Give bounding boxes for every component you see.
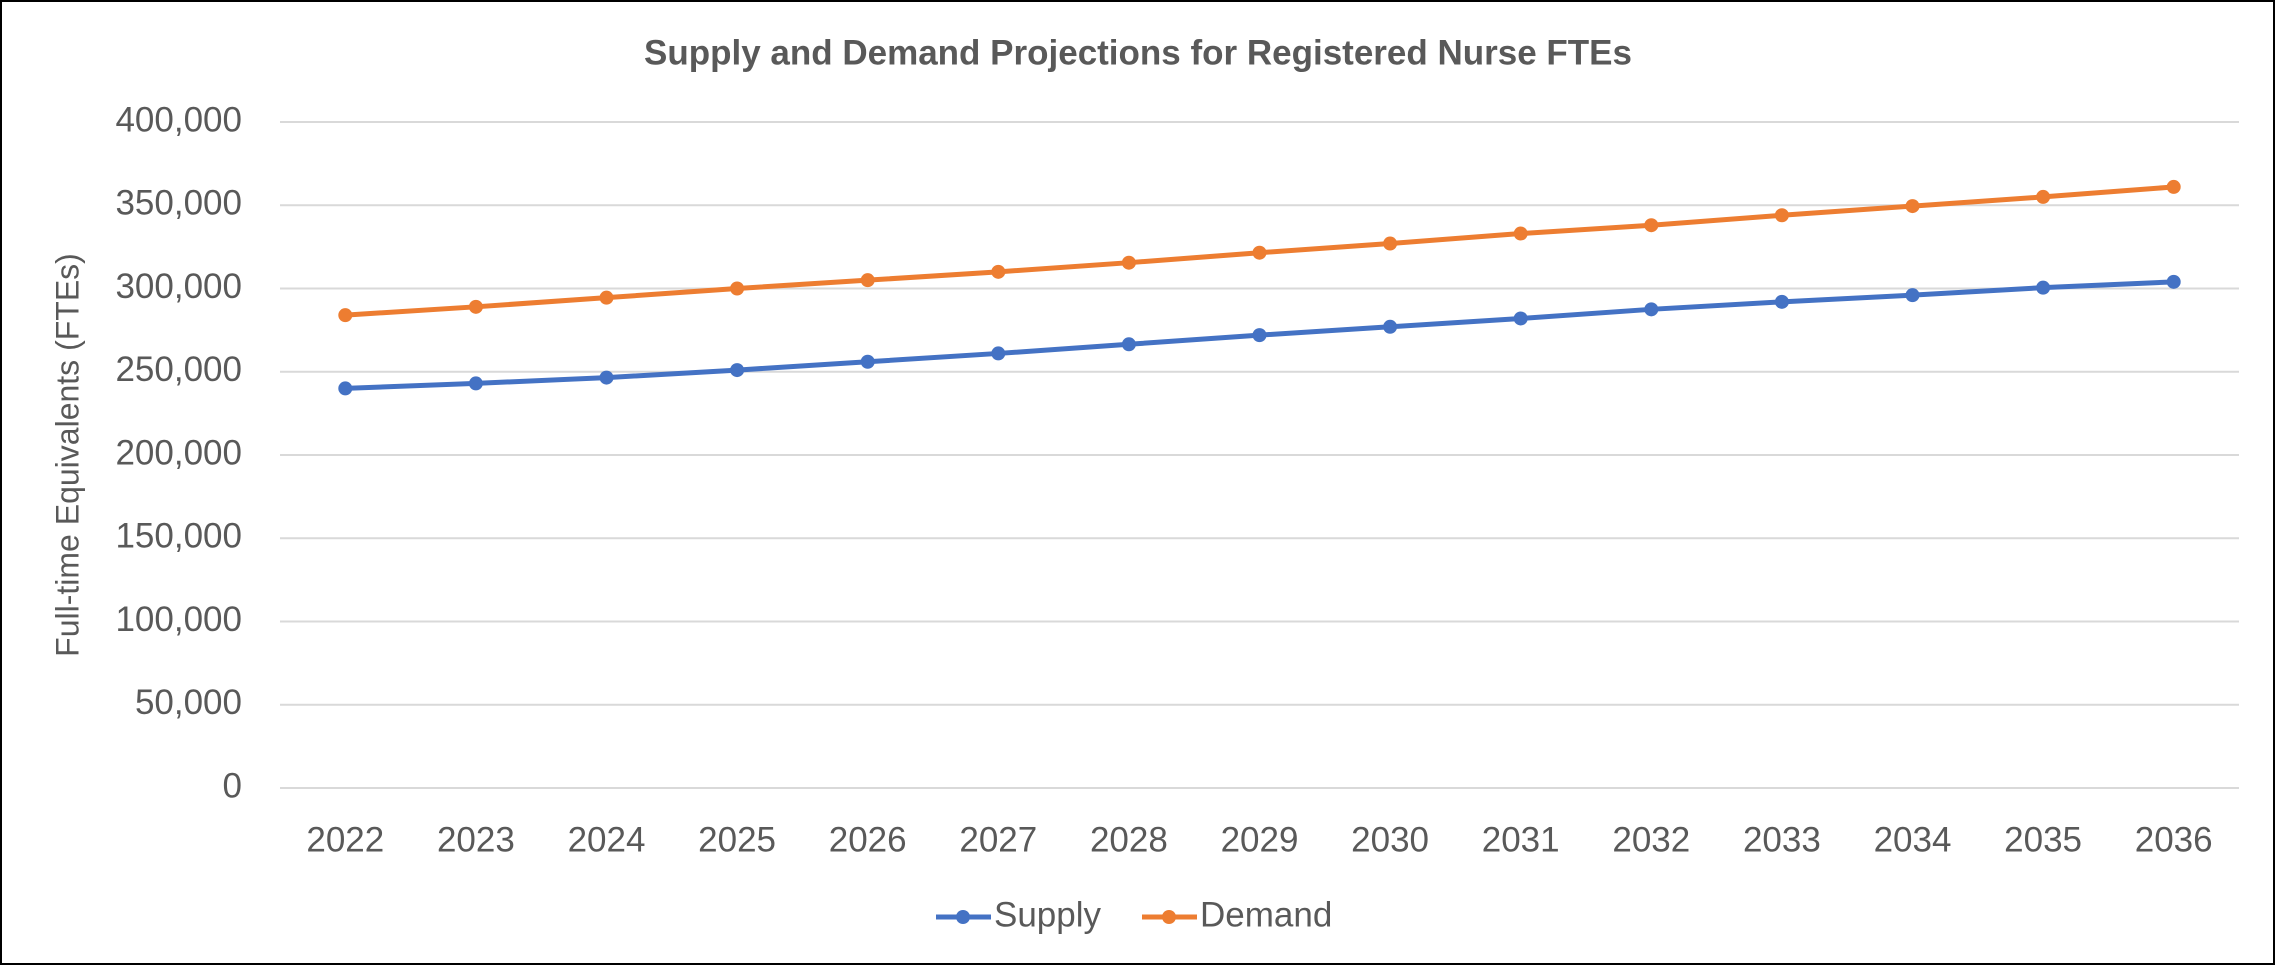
data-point: [2166, 179, 2181, 194]
data-point: [1383, 236, 1398, 251]
x-tick-label: 2022: [306, 820, 384, 859]
data-point: [2036, 189, 2051, 204]
data-point: [2036, 280, 2051, 295]
y-axis-title: Full-time Equivalents (FTEs): [49, 253, 85, 657]
data-point: [991, 346, 1006, 361]
chart-title: Supply and Demand Projections for Regist…: [644, 33, 1632, 72]
y-tick-label: 200,000: [115, 433, 242, 472]
y-tick-label: 50,000: [135, 683, 242, 722]
data-point: [860, 354, 875, 369]
data-point: [730, 281, 745, 296]
x-tick-label: 2031: [1482, 820, 1560, 859]
data-point: [1121, 337, 1136, 352]
legend-label: Demand: [1200, 895, 1332, 934]
data-point: [1905, 288, 1920, 303]
x-tick-label: 2033: [1743, 820, 1821, 859]
data-point: [338, 308, 353, 323]
data-point: [599, 290, 614, 305]
data-point: [1383, 319, 1398, 334]
data-point: [599, 370, 614, 385]
legend-marker: [956, 910, 970, 924]
data-point: [468, 299, 483, 314]
y-tick-label: 100,000: [115, 600, 242, 639]
data-point: [1644, 218, 1659, 233]
data-point: [860, 273, 875, 288]
data-point: [1905, 199, 1920, 214]
x-tick-label: 2029: [1221, 820, 1299, 859]
data-point: [338, 381, 353, 396]
data-point: [1644, 302, 1659, 317]
x-tick-label: 2026: [829, 820, 907, 859]
x-tick-label: 2024: [568, 820, 646, 859]
data-point: [991, 264, 1006, 279]
legend-marker: [1162, 910, 1176, 924]
x-tick-label: 2025: [698, 820, 776, 859]
x-tick-label: 2035: [2004, 820, 2082, 859]
x-tick-label: 2034: [1874, 820, 1952, 859]
data-point: [2166, 274, 2181, 289]
x-tick-label: 2030: [1351, 820, 1429, 859]
data-point: [468, 376, 483, 391]
data-point: [1121, 255, 1136, 270]
legend-label: Supply: [994, 895, 1102, 934]
data-point: [1252, 328, 1267, 343]
y-tick-label: 300,000: [115, 267, 242, 306]
x-tick-label: 2023: [437, 820, 515, 859]
data-point: [1252, 245, 1267, 260]
x-tick-label: 2028: [1090, 820, 1168, 859]
y-tick-label: 250,000: [115, 350, 242, 389]
y-tick-label: 150,000: [115, 517, 242, 556]
x-tick-label: 2027: [959, 820, 1037, 859]
y-tick-label: 400,000: [115, 100, 242, 139]
y-tick-label: 350,000: [115, 184, 242, 223]
data-point: [1513, 226, 1528, 241]
data-point: [730, 363, 745, 378]
x-tick-label: 2032: [1612, 820, 1690, 859]
x-tick-label: 2036: [2135, 820, 2213, 859]
y-tick-label: 0: [223, 766, 242, 805]
data-point: [1774, 208, 1789, 223]
data-point: [1513, 311, 1528, 326]
data-point: [1774, 294, 1789, 309]
